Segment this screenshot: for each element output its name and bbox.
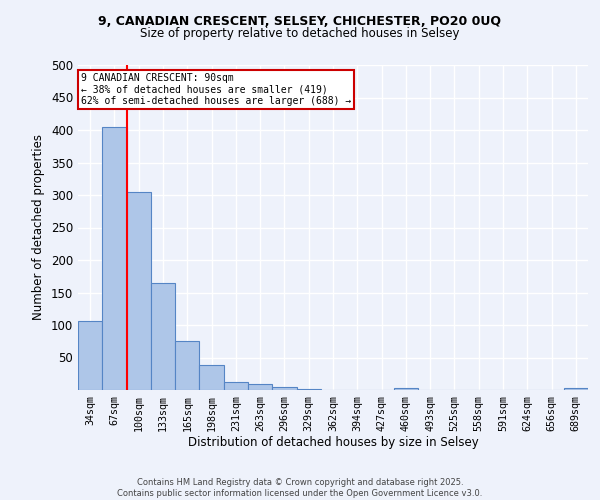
Bar (175, 341, 199, 390)
Bar (199, 366, 224, 390)
Bar (564, 388, 588, 390)
Text: Size of property relative to detached houses in Selsey: Size of property relative to detached ho… (140, 28, 460, 40)
Bar (394, 388, 418, 390)
Bar (151, 283, 175, 390)
Bar (78, 321, 102, 390)
Text: 9 CANADIAN CRESCENT: 90sqm
← 38% of detached houses are smaller (419)
62% of sem: 9 CANADIAN CRESCENT: 90sqm ← 38% of deta… (80, 73, 351, 106)
Bar (102, 126, 127, 390)
X-axis label: Distribution of detached houses by size in Selsey: Distribution of detached houses by size … (188, 436, 478, 450)
Bar (224, 382, 248, 390)
Bar (272, 387, 296, 390)
Bar (248, 384, 272, 390)
Bar (296, 388, 321, 390)
Bar (127, 192, 151, 390)
Text: Contains HM Land Registry data © Crown copyright and database right 2025.
Contai: Contains HM Land Registry data © Crown c… (118, 478, 482, 498)
Y-axis label: Number of detached properties: Number of detached properties (32, 134, 46, 320)
Text: 9, CANADIAN CRESCENT, SELSEY, CHICHESTER, PO20 0UQ: 9, CANADIAN CRESCENT, SELSEY, CHICHESTER… (98, 15, 502, 28)
